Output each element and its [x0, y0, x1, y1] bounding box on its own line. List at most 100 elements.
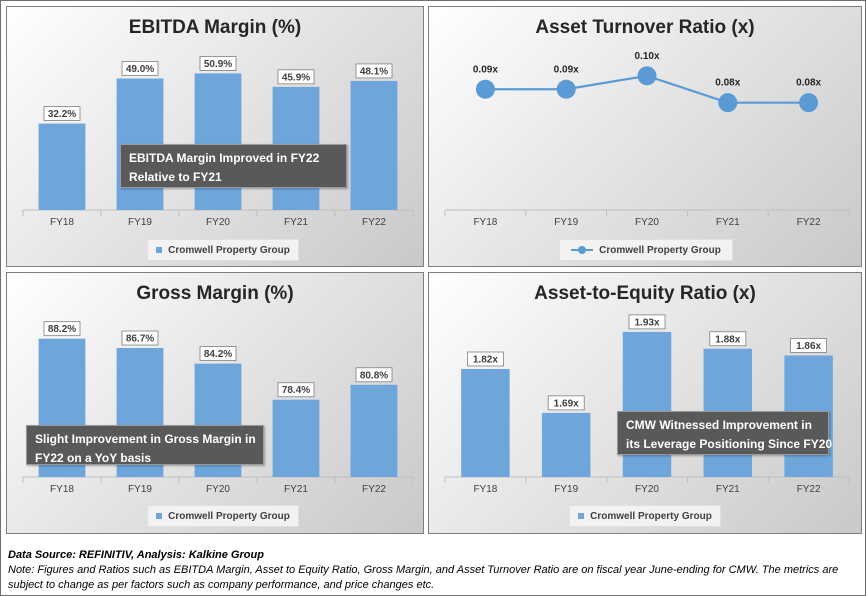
- data-point-fy19: [556, 79, 576, 99]
- annotation-line-1: CMW Witnessed Improvement in: [626, 418, 812, 432]
- data-label-box: [628, 314, 666, 330]
- data-label-box: [709, 331, 747, 347]
- legend-swatch: [156, 247, 163, 253]
- annotation-line-2: Relative to FY21: [129, 170, 222, 184]
- data-label: 84.2%: [204, 349, 232, 360]
- data-label-box: [199, 346, 237, 361]
- data-label: 48.1%: [360, 66, 388, 77]
- x-tick-label: FY19: [128, 484, 152, 495]
- x-tick-label: FY18: [50, 217, 74, 228]
- x-tick-label: FY21: [716, 484, 740, 495]
- legend-swatch: [571, 246, 594, 254]
- chart-legend: Cromwell Property Group: [569, 505, 721, 527]
- x-tick-label: FY18: [473, 217, 497, 228]
- turnover-plot: FY18 FY19 FY20 FY21 FY22 0.09x 0.09x 0.10x 0.08x…: [444, 51, 850, 228]
- chart-legend: Cromwell Property Group: [147, 239, 299, 261]
- data-label: 32.2%: [48, 109, 76, 120]
- ebitda-margin-chart: EBITDA Margin (%) 32.2% FY18 49.0% FY19 50.9…: [6, 6, 424, 267]
- data-label-box: [547, 395, 585, 411]
- data-label-box: [199, 56, 237, 71]
- data-label: 1.93x: [634, 317, 659, 328]
- x-tick-label: FY21: [716, 217, 740, 228]
- data-label-box: [121, 61, 159, 76]
- bar-fy22: [350, 384, 398, 477]
- data-label: 0.09x: [473, 64, 498, 75]
- x-tick-label: FY21: [284, 217, 308, 228]
- data-label-box: [121, 330, 159, 346]
- x-tick-label: FY21: [284, 484, 308, 495]
- x-tick-label: FY22: [797, 217, 821, 228]
- annotation-line-2: FY22 on a YoY basis: [35, 451, 152, 465]
- x-tick-label: FY20: [206, 217, 230, 228]
- data-label-box: [790, 338, 828, 353]
- x-tick-label: FY20: [635, 484, 659, 495]
- x-tick-label: FY22: [362, 217, 386, 228]
- chart-legend: Cromwell Property Group: [147, 505, 299, 527]
- data-point-fy20: [637, 66, 657, 86]
- data-label: 1.69x: [554, 398, 579, 409]
- x-tick-label: FY19: [554, 484, 578, 495]
- ebitda-plot: 32.2% FY18 49.0% FY19 50.9% FY20 45.9% FY21 48.1…: [22, 56, 414, 228]
- data-label: 88.2%: [48, 324, 76, 335]
- legend-label: Cromwell Property Group: [590, 510, 712, 522]
- data-point-fy22: [799, 93, 819, 113]
- data-label: 0.08x: [715, 78, 740, 89]
- bar-fy21: [272, 399, 320, 477]
- equity-plot: 1.82x FY18 1.69x FY19 1.93x FY20 1.88x FY21 1.86…: [444, 314, 850, 495]
- data-label-box: [43, 321, 81, 337]
- data-source: Data Source: REFINITIV, Analysis: Kalkin…: [8, 549, 264, 561]
- annotation-line-1: EBITDA Margin Improved in FY22: [129, 151, 320, 165]
- x-tick-label: FY20: [206, 484, 230, 495]
- data-label-box: [355, 367, 393, 383]
- data-label-box: [355, 63, 393, 79]
- data-label: 78.4%: [282, 385, 310, 396]
- legend-swatch: [156, 513, 163, 519]
- data-label-box: [277, 69, 315, 85]
- data-label: 1.88x: [715, 334, 740, 345]
- footer-note: Note: Figures and Ratios such as EBITDA …: [8, 564, 839, 591]
- x-tick-label: FY22: [362, 484, 386, 495]
- data-label: 80.8%: [360, 370, 388, 381]
- data-point-fy21: [718, 93, 738, 113]
- chart-annotation: CMW Witnessed Improvement in its Leverag…: [617, 411, 833, 455]
- data-label: 0.08x: [796, 78, 821, 89]
- annotation-line-1: Slight Improvement in Gross Margin in: [35, 432, 256, 446]
- legend-label: Cromwell Property Group: [599, 244, 721, 256]
- data-label: 0.09x: [554, 64, 579, 75]
- data-label: 50.9%: [204, 59, 232, 70]
- asset-to-equity-chart: Asset-to-Equity Ratio (x) 1.82x FY18 1.69x…: [428, 272, 862, 534]
- chart-title: EBITDA Margin (%): [128, 17, 302, 38]
- data-label: 45.9%: [282, 72, 310, 83]
- legend-label: Cromwell Property Group: [168, 510, 290, 522]
- bar-fy18: [461, 369, 510, 477]
- chart-annotation: EBITDA Margin Improved in FY22 Relative …: [120, 144, 347, 188]
- chart-title: Asset-to-Equity Ratio (x): [534, 283, 756, 304]
- bar-fy22: [350, 80, 398, 210]
- annotation-line-2: its Leverage Positioning Since FY20: [626, 437, 833, 451]
- data-label-box: [277, 382, 315, 398]
- data-label: 49.0%: [126, 64, 154, 75]
- data-label: 86.7%: [126, 334, 154, 345]
- data-label: 0.10x: [634, 51, 659, 62]
- x-tick-label: FY19: [128, 217, 152, 228]
- legend-label: Cromwell Property Group: [168, 244, 290, 256]
- bar-fy20: [622, 331, 672, 477]
- bar-fy19: [541, 412, 591, 477]
- gross-plot: 88.2% FY18 86.7% FY19 84.2% FY20 78.4% FY21 80.8…: [22, 321, 414, 495]
- asset-turnover-chart: Asset Turnover Ratio (x) FY18 FY19 FY20 FY2…: [428, 6, 862, 267]
- x-tick-label: FY19: [554, 217, 578, 228]
- chart-annotation: Slight Improvement in Gross Margin in FY…: [26, 425, 264, 465]
- legend-swatch: [578, 513, 585, 519]
- data-point-fy18: [475, 79, 495, 99]
- chart-title: Asset Turnover Ratio (x): [535, 17, 755, 38]
- data-label: 1.86x: [796, 341, 821, 352]
- x-tick-label: FY20: [635, 217, 659, 228]
- chart-title: Gross Margin (%): [136, 283, 294, 304]
- x-tick-label: FY22: [797, 484, 821, 495]
- x-tick-label: FY18: [50, 484, 74, 495]
- bar-fy18: [38, 123, 86, 210]
- data-label: 1.82x: [473, 355, 498, 366]
- x-tick-label: FY18: [473, 484, 497, 495]
- bar-fy20: [194, 73, 242, 210]
- gross-margin-chart: Gross Margin (%) 88.2% FY18 86.7% FY19 84.2%…: [6, 272, 424, 534]
